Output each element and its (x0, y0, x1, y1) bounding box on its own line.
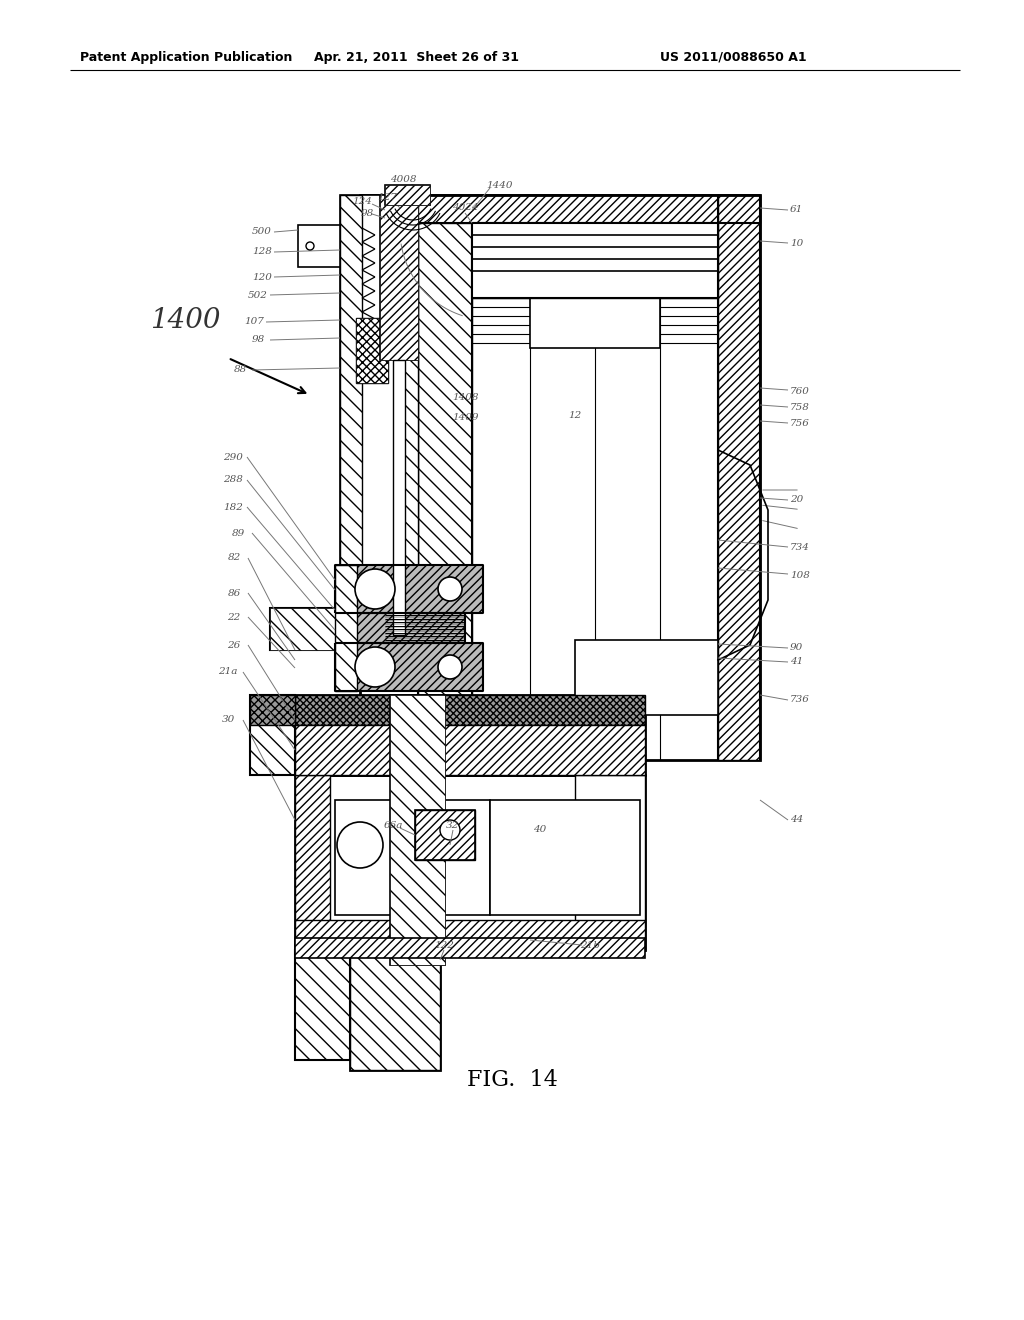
Text: 758: 758 (790, 404, 810, 412)
Text: 108: 108 (790, 570, 810, 579)
Circle shape (337, 822, 383, 869)
Text: 98: 98 (360, 209, 374, 218)
Bar (340, 195, 418, 565)
Bar (335, 565, 483, 612)
Bar (295, 775, 330, 950)
Text: 122: 122 (434, 940, 454, 949)
Bar (393, 360, 406, 635)
Circle shape (355, 647, 395, 686)
Bar (250, 696, 295, 775)
Text: 290: 290 (223, 453, 243, 462)
Circle shape (440, 820, 460, 840)
Text: 40: 40 (534, 825, 547, 834)
Text: 734: 734 (790, 544, 810, 553)
Bar (385, 185, 430, 205)
Text: 120: 120 (252, 272, 272, 281)
Bar (575, 640, 718, 715)
Text: 21a: 21a (218, 668, 238, 676)
Bar (415, 810, 475, 861)
Text: 756: 756 (790, 420, 810, 429)
Text: 182: 182 (223, 503, 243, 511)
Text: 89: 89 (231, 528, 245, 537)
Text: 1409: 1409 (453, 413, 479, 422)
Text: Patent Application Publication: Patent Application Publication (80, 50, 293, 63)
Text: 90: 90 (790, 644, 803, 652)
Text: 32: 32 (446, 821, 460, 829)
Polygon shape (295, 950, 350, 1060)
Text: 1440: 1440 (486, 181, 513, 190)
Text: 12: 12 (568, 411, 582, 420)
Bar (395, 195, 418, 565)
Text: 107: 107 (244, 318, 264, 326)
Text: 288: 288 (223, 475, 243, 484)
Text: 124: 124 (352, 198, 372, 206)
Text: 4008: 4008 (390, 176, 416, 185)
Bar (335, 565, 357, 690)
Bar (415, 810, 475, 861)
Bar (718, 195, 760, 760)
Text: 44: 44 (790, 816, 803, 825)
Text: 22: 22 (227, 612, 241, 622)
Text: 128: 128 (252, 248, 272, 256)
Text: 98: 98 (251, 335, 264, 345)
Bar (360, 195, 760, 760)
Text: FIG.  14: FIG. 14 (467, 1069, 557, 1092)
Polygon shape (295, 939, 645, 958)
Text: 88: 88 (233, 366, 247, 375)
Text: 736: 736 (790, 696, 810, 705)
Bar (270, 609, 335, 649)
Bar (250, 696, 295, 725)
Circle shape (306, 242, 314, 249)
Bar (350, 950, 440, 1071)
Bar (295, 775, 645, 950)
Bar (295, 696, 645, 725)
Text: 1400: 1400 (150, 306, 220, 334)
Bar (295, 696, 645, 775)
Text: 127: 127 (377, 194, 397, 202)
Bar (385, 185, 430, 205)
Text: 86: 86 (227, 589, 241, 598)
Bar (418, 223, 472, 760)
Text: 66a: 66a (383, 821, 402, 829)
Bar (530, 298, 660, 348)
Text: 82: 82 (227, 553, 241, 562)
Bar (575, 775, 645, 950)
Text: 41: 41 (790, 657, 803, 667)
Bar (472, 223, 718, 298)
Text: 30: 30 (221, 715, 234, 725)
Circle shape (355, 569, 395, 609)
Bar (295, 725, 645, 775)
Text: Apr. 21, 2011  Sheet 26 of 31: Apr. 21, 2011 Sheet 26 of 31 (314, 50, 519, 63)
Text: 760: 760 (790, 388, 810, 396)
Text: 26: 26 (227, 640, 241, 649)
Text: 500: 500 (252, 227, 272, 236)
Bar (380, 195, 418, 360)
Circle shape (438, 577, 462, 601)
Text: 4024: 4024 (452, 203, 478, 213)
Text: US 2011/0088650 A1: US 2011/0088650 A1 (660, 50, 807, 63)
Bar (335, 643, 483, 690)
Text: 61: 61 (790, 206, 803, 214)
Bar (340, 195, 362, 565)
Circle shape (438, 655, 462, 678)
Text: 20: 20 (790, 495, 803, 504)
Bar (270, 609, 335, 649)
Bar (295, 612, 465, 643)
Bar (350, 950, 440, 1071)
Bar (360, 195, 760, 223)
Text: 502: 502 (248, 290, 268, 300)
Bar (335, 800, 490, 915)
Text: 1408: 1408 (453, 393, 479, 403)
Text: 10: 10 (790, 239, 803, 248)
Bar (356, 318, 388, 383)
Text: 21b: 21b (580, 940, 600, 949)
Bar (356, 318, 388, 383)
Bar (298, 224, 340, 267)
Bar (380, 195, 418, 360)
Bar (490, 800, 640, 915)
Bar (390, 696, 445, 965)
Bar (295, 920, 645, 950)
Bar (390, 696, 445, 965)
